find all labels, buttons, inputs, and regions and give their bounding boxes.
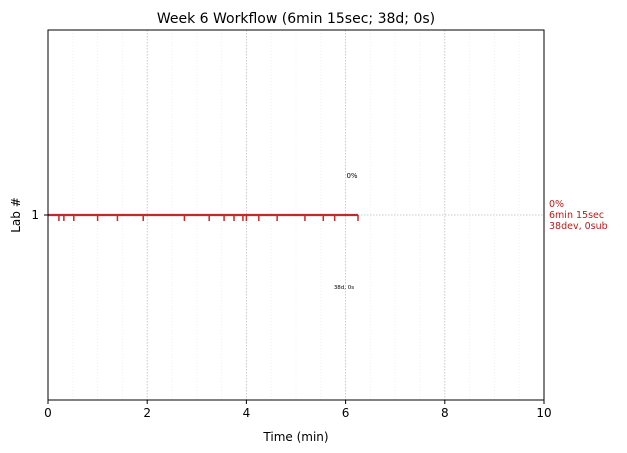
x-tick-label: 0 bbox=[44, 406, 52, 420]
x-tick-label: 8 bbox=[441, 406, 449, 420]
y-axis-label: Lab # bbox=[9, 197, 23, 233]
plot-frame bbox=[47, 29, 545, 401]
y-axis: 1 bbox=[31, 208, 48, 222]
annotation-above: 0% bbox=[346, 172, 357, 180]
lab-summary-label: 6min 15sec bbox=[549, 210, 604, 221]
chart-title: Week 6 Workflow (6min 15sec; 38d; 0s) bbox=[157, 11, 435, 27]
y-tick-label: 1 bbox=[31, 208, 39, 222]
x-tick-label: 4 bbox=[243, 406, 251, 420]
x-tick-label: 6 bbox=[342, 406, 350, 420]
annotation-below: 38d, 0s bbox=[334, 285, 354, 291]
x-tick-label: 2 bbox=[143, 406, 151, 420]
lab-summary-label: 0% bbox=[549, 199, 564, 210]
x-axis-label: Time (min) bbox=[262, 430, 328, 444]
x-axis: 0 2 4 6 8 10 bbox=[44, 400, 552, 420]
lab-summary-label: 38dev, 0sub bbox=[549, 221, 608, 232]
x-tick-label: 10 bbox=[536, 406, 551, 420]
